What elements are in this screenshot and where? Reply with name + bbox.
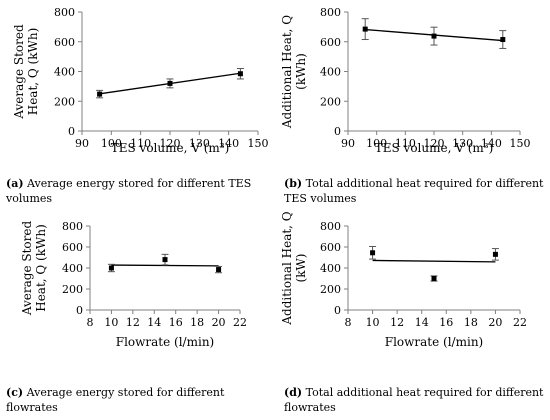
- data-point: [237, 71, 243, 77]
- data-point: [431, 33, 437, 39]
- chart-panel-b: 0 200 400 600 800 90 100 110 120 130 140 150 TES vol…: [280, 6, 531, 155]
- caption-b: (b) Total additional heat required for d…: [284, 176, 546, 206]
- y-tick-label: 800: [320, 6, 341, 19]
- caption-d: (d) Total additional heat required for d…: [284, 385, 546, 415]
- y-axis-label-line: Additional Heat, Q: [280, 15, 294, 129]
- x-tick-label: 10: [104, 316, 118, 329]
- x-tick-label: 110: [130, 137, 151, 150]
- data-point: [500, 37, 506, 43]
- x-tick-label: 100: [101, 137, 122, 150]
- x-tick-label: 8: [345, 316, 352, 329]
- chart-panel-c: 0 200 400 600 800 8 10 12 14 16 18 20 22 Flowrate (l/…: [20, 220, 247, 349]
- data-point: [108, 265, 114, 271]
- caption-c-letter: (c): [6, 386, 24, 399]
- x-axis-label: TES volume, V (m³): [375, 141, 494, 155]
- y-axis-label-line: Heat, Q (kWh): [26, 28, 40, 116]
- x-tick-label: 12: [390, 316, 404, 329]
- y-tick-label: 400: [54, 66, 75, 79]
- y-tick-label: 600: [320, 36, 341, 49]
- data-point: [167, 80, 173, 86]
- y-tick-label: 600: [320, 241, 341, 254]
- x-tick-label: 130: [189, 137, 210, 150]
- data-point: [431, 276, 437, 281]
- data-point: [492, 251, 498, 257]
- x-axis-label: Flowrate (l/min): [385, 335, 483, 349]
- x-tick-label: 22: [233, 316, 247, 329]
- x-tick-label: 8: [87, 316, 94, 329]
- x-tick-label: 150: [248, 137, 269, 150]
- x-tick-label: 16: [439, 316, 453, 329]
- y-axis-label-line: Average Stored: [20, 221, 34, 317]
- y-tick-label: 200: [62, 283, 83, 296]
- caption-c-text: Average energy stored for different flow…: [6, 386, 225, 414]
- y-axis-label-line: (kW): [294, 254, 308, 283]
- x-tick-label: 20: [488, 316, 502, 329]
- x-tick-label: 18: [190, 316, 204, 329]
- y-tick-label: 200: [320, 283, 341, 296]
- y-axis-label: Average StoredHeat, Q (kWh): [12, 24, 40, 120]
- y-tick-label: 800: [54, 6, 75, 19]
- x-tick-label: 90: [75, 137, 89, 150]
- chart-panel-a: 0 200 400 600 800 90 100 110 120 130 140 150 TES vol…: [12, 6, 269, 155]
- y-tick-label: 400: [320, 66, 341, 79]
- x-tick-label: 10: [366, 316, 380, 329]
- y-tick-label: 600: [54, 36, 75, 49]
- x-tick-label: 120: [424, 137, 445, 150]
- x-tick-label: 16: [169, 316, 183, 329]
- x-tick-label: 20: [212, 316, 226, 329]
- y-tick-label: 0: [334, 125, 341, 138]
- y-tick-label: 0: [68, 125, 75, 138]
- caption-b-letter: (b): [284, 177, 303, 190]
- x-axis-label: Flowrate (l/min): [116, 335, 214, 349]
- x-tick-label: 18: [464, 316, 478, 329]
- y-tick-label: 400: [320, 262, 341, 275]
- y-axis-label: Additional Heat, Q(kWh): [280, 15, 308, 129]
- trendline: [372, 259, 496, 263]
- y-tick-label: 800: [320, 220, 341, 233]
- caption-c: (c) Average energy stored for different …: [6, 385, 252, 415]
- x-tick-label: 100: [366, 137, 387, 150]
- x-tick-label: 140: [481, 137, 502, 150]
- caption-d-letter: (d): [284, 386, 303, 399]
- data-point: [162, 257, 168, 263]
- data-point: [362, 26, 368, 32]
- y-axis-label-line: (kWh): [294, 53, 308, 90]
- x-tick-label: 12: [126, 316, 140, 329]
- caption-a: (a) Average energy stored for different …: [6, 176, 252, 206]
- x-tick-label: 90: [341, 137, 355, 150]
- data-point: [216, 267, 222, 273]
- y-axis-label: Additional Heat, Q(kW): [280, 211, 308, 325]
- x-tick-label: 130: [452, 137, 473, 150]
- y-axis-label-line: Additional Heat, Q: [280, 211, 294, 325]
- y-tick-label: 600: [62, 241, 83, 254]
- caption-b-text: Total additional heat required for diffe…: [284, 177, 544, 205]
- x-tick-label: 150: [510, 137, 531, 150]
- trendline: [111, 264, 219, 267]
- chart-panel-d: 0 200 400 600 800 8 10 12 14 16 18 20 22 Flowrate (l/…: [280, 211, 527, 349]
- data-point: [370, 250, 376, 256]
- y-axis-label-line: Heat, Q (kWh): [34, 224, 48, 312]
- y-axis-label: Average StoredHeat, Q (kWh): [20, 221, 48, 317]
- caption-a-letter: (a): [6, 177, 24, 190]
- y-tick-label: 200: [320, 95, 341, 108]
- y-tick-label: 400: [62, 262, 83, 275]
- x-tick-label: 22: [513, 316, 527, 329]
- caption-d-text: Total additional heat required for diffe…: [284, 386, 544, 414]
- y-tick-label: 800: [62, 220, 83, 233]
- y-axis-label-line: Average Stored: [12, 24, 26, 120]
- x-axis-label: TES volume, V (m³): [111, 141, 230, 155]
- data-point: [97, 91, 103, 97]
- x-tick-label: 14: [147, 316, 161, 329]
- y-tick-label: 200: [54, 95, 75, 108]
- x-tick-label: 14: [415, 316, 429, 329]
- x-tick-label: 120: [160, 137, 181, 150]
- x-tick-label: 140: [218, 137, 239, 150]
- x-tick-label: 110: [395, 137, 416, 150]
- y-tick-label: 0: [76, 304, 83, 317]
- caption-a-text: Average energy stored for different TES …: [6, 177, 252, 205]
- y-tick-label: 0: [334, 304, 341, 317]
